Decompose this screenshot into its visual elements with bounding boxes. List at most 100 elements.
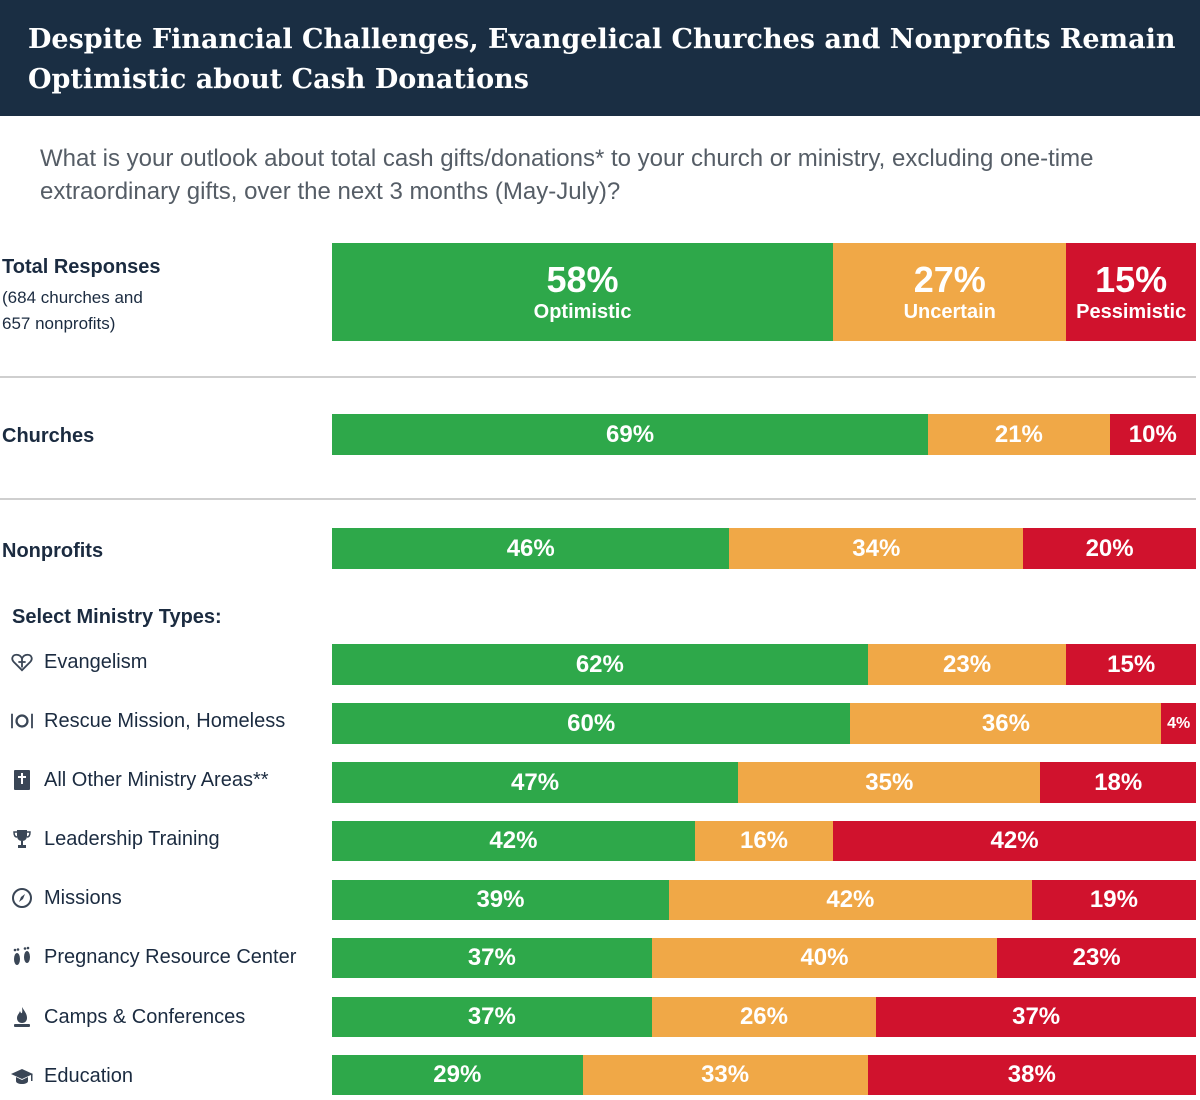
data-label: 42%	[826, 886, 875, 913]
trophy-icon	[10, 827, 34, 851]
graduation-cap-icon	[10, 1064, 34, 1088]
churches-label: Churches	[2, 425, 95, 447]
bar-segment-uncertain: 36%	[850, 703, 1162, 744]
ministry-type-label: Missions	[44, 886, 122, 909]
bar-segment-uncertain: 23%	[867, 644, 1067, 685]
bar-segment-pessimistic: 20%	[1023, 528, 1196, 569]
ministry-type-row: Camps & Conferences	[10, 997, 245, 1037]
bar-segment-optimistic: 47%	[332, 762, 739, 803]
stacked-bar: 37% 26% 37%	[332, 997, 1196, 1037]
title-bar: Despite Financial Challenges, Evangelica…	[0, 0, 1200, 116]
data-label: 60%	[567, 709, 616, 737]
bar-segment-optimistic: 60%	[332, 703, 851, 744]
bar-segment-pessimistic: 38%	[867, 1055, 1196, 1095]
bar-segment-pessimistic: 23%	[997, 938, 1196, 978]
ministry-type-label: Camps & Conferences	[44, 1005, 246, 1028]
data-label: 36%	[981, 709, 1030, 737]
bar-segment-optimistic: 46%	[332, 528, 730, 569]
bible-icon	[10, 768, 34, 792]
stacked-bar: 60% 36% 4%	[332, 703, 1196, 744]
data-label: 26%	[739, 1003, 788, 1030]
data-label: 46%	[506, 534, 555, 562]
data-label: 15%	[1095, 259, 1168, 300]
data-label: 38%	[1007, 1061, 1056, 1088]
bar-segment-uncertain: 27% Uncertain	[833, 243, 1067, 341]
stacked-bar: 47% 35% 18%	[332, 762, 1196, 803]
stacked-bar: 62% 23% 15%	[332, 644, 1196, 685]
divider	[0, 376, 1196, 378]
bar-segment-pessimistic: 19%	[1031, 880, 1196, 920]
data-label: 15%	[1107, 650, 1156, 678]
bar-segment-pessimistic: 10%	[1109, 414, 1196, 455]
bar-segment-uncertain: 26%	[651, 997, 877, 1037]
stacked-bar: 29% 33% 38%	[332, 1055, 1196, 1095]
bar-segment-uncertain: 34%	[729, 528, 1024, 569]
stacked-bar: 69% 21% 10%	[332, 414, 1196, 455]
bar-segment-optimistic: 29%	[332, 1055, 583, 1095]
data-label: 21%	[994, 420, 1043, 448]
data-label: 69%	[606, 420, 655, 448]
nonprofits-label: Nonprofits	[2, 540, 104, 562]
data-label: 62%	[575, 650, 624, 678]
chart-title: Despite Financial Challenges, Evangelica…	[28, 24, 1176, 95]
bar-segment-uncertain: 33%	[582, 1055, 868, 1095]
ministry-type-row: All Other Ministry Areas**	[10, 760, 269, 800]
bar-segment-uncertain: 21%	[928, 414, 1110, 455]
footprints-icon	[10, 945, 34, 969]
bar-segment-optimistic: 37%	[332, 997, 652, 1037]
data-label: 34%	[852, 534, 901, 562]
ministry-type-label: Pregnancy Resource Center	[44, 945, 297, 968]
compass-icon	[10, 886, 34, 910]
stacked-bar: 37% 40% 23%	[332, 938, 1196, 978]
data-label: 20%	[1085, 534, 1134, 562]
ministry-type-row: Leadership Training	[10, 819, 220, 859]
data-label: 19%	[1089, 886, 1138, 913]
data-label: 58%	[546, 259, 619, 300]
stacked-bar: 39% 42% 19%	[332, 880, 1196, 920]
data-label: 4%	[1167, 714, 1191, 732]
bar-segment-optimistic: 69%	[332, 414, 929, 455]
bar-segment-pessimistic: 15%	[1066, 644, 1196, 685]
bar-segment-pessimistic: 15% Pessimistic	[1066, 243, 1196, 341]
plate-utensils-icon	[10, 709, 34, 733]
bar-segment-optimistic: 42%	[332, 821, 695, 861]
data-label: 35%	[865, 768, 914, 796]
stacked-bar: 46% 34% 20%	[332, 528, 1196, 569]
bar-segment-uncertain: 42%	[668, 880, 1032, 920]
outlook-label: Pessimistic	[1076, 301, 1187, 323]
data-label: 29%	[433, 1061, 482, 1088]
data-label: 23%	[943, 650, 992, 678]
data-label: 16%	[739, 827, 789, 854]
data-label: 40%	[800, 944, 849, 971]
total-responses-note-line1: (684 churches and	[2, 288, 143, 307]
bar-segment-optimistic: 39%	[332, 880, 669, 920]
total-responses-label: Total Responses	[2, 256, 161, 278]
select-ministry-types-heading: Select Ministry Types:	[12, 606, 222, 628]
ministry-type-row: Education	[10, 1056, 133, 1096]
outlook-label: Uncertain	[903, 301, 996, 323]
bar-segment-uncertain: 16%	[694, 821, 834, 861]
ministry-type-row: Rescue Mission, Homeless	[10, 701, 285, 741]
ministry-type-row: Evangelism	[10, 642, 147, 682]
data-label: 42%	[489, 827, 538, 854]
outlook-label: Optimistic	[533, 301, 632, 323]
bar-segment-optimistic: 58% Optimistic	[332, 243, 834, 341]
bar-segment-pessimistic: 4%	[1161, 703, 1196, 744]
total-responses-note-line2: 657 nonprofits)	[2, 314, 116, 333]
ministry-type-row: Pregnancy Resource Center	[10, 937, 296, 977]
ministry-type-label: All Other Ministry Areas**	[44, 768, 269, 791]
data-label: 37%	[1012, 1003, 1061, 1030]
heart-cross-icon	[10, 650, 34, 674]
bar-segment-optimistic: 62%	[332, 644, 868, 685]
bar-segment-optimistic: 37%	[332, 938, 652, 978]
data-label: 37%	[467, 1003, 516, 1030]
campfire-icon	[10, 1005, 34, 1029]
survey-question: What is your outlook about total cash gi…	[40, 145, 1094, 205]
stacked-bar: 42% 16% 42%	[332, 821, 1196, 861]
data-label: 23%	[1072, 944, 1121, 971]
bar-segment-uncertain: 35%	[738, 762, 1041, 803]
data-label: 39%	[476, 886, 525, 913]
data-label: 18%	[1094, 768, 1143, 796]
data-label: 27%	[913, 259, 986, 300]
data-label: 42%	[990, 827, 1039, 854]
